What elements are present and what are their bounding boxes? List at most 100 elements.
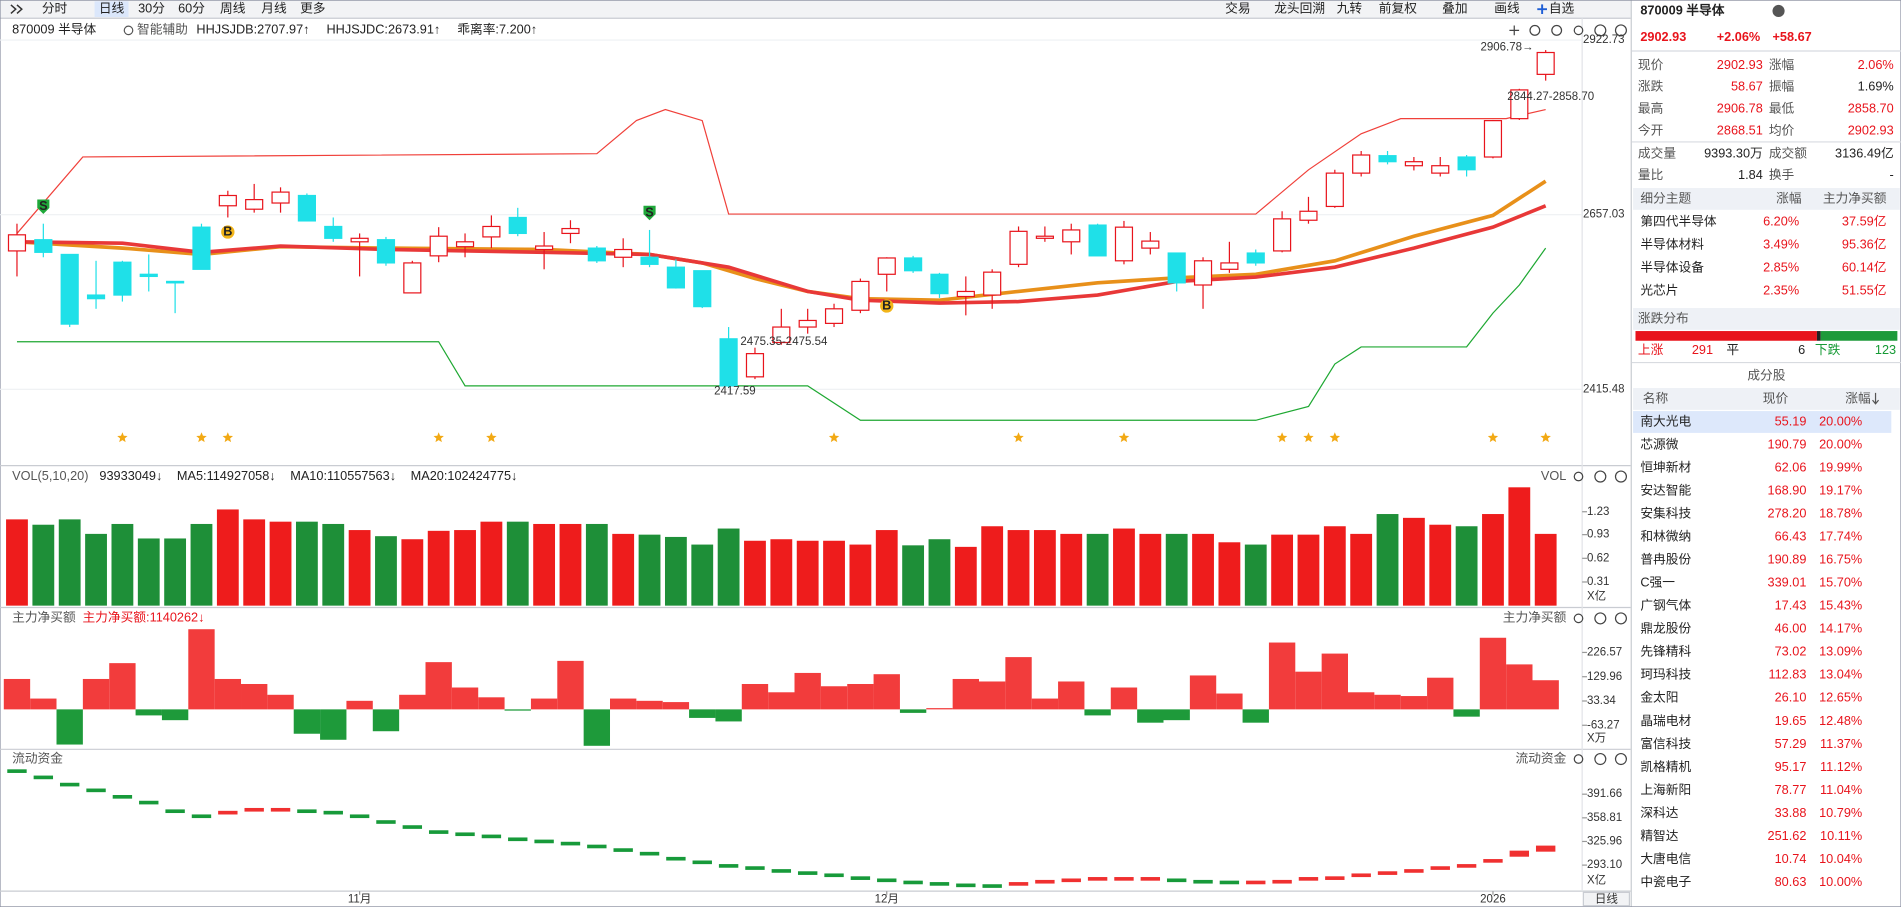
assist-label[interactable]: 智能辅助 — [137, 22, 188, 37]
toolbar-button[interactable]: 交易 — [1225, 1, 1250, 16]
volume-bar — [348, 530, 371, 606]
toolbar-tab[interactable]: 分时 — [42, 1, 68, 16]
stock-price: 46.00 — [1775, 621, 1807, 636]
stock-name[interactable]: 中瓷电子 — [1640, 874, 1691, 889]
theme-net-buy: 60.14亿 — [1842, 259, 1887, 274]
stock-name[interactable]: 广钢气体 — [1640, 598, 1691, 613]
toolbar-tab[interactable]: 60分 — [178, 1, 205, 16]
stock-name[interactable]: 富信科技 — [1640, 736, 1691, 751]
candle-body — [1193, 260, 1213, 286]
add-icon[interactable] — [1537, 4, 1547, 15]
help-icon[interactable] — [1594, 470, 1607, 483]
zoom-out-icon[interactable] — [1529, 24, 1541, 36]
stock-name[interactable]: 金太阳 — [1640, 690, 1678, 705]
y-tick-label: 325.96 — [1587, 836, 1622, 848]
stock-name[interactable]: 深科达 — [1640, 805, 1678, 820]
flow-dash — [1351, 873, 1371, 878]
help-icon[interactable] — [1594, 752, 1607, 766]
close-icon[interactable] — [1614, 752, 1628, 766]
close-icon[interactable] — [1614, 470, 1628, 483]
stock-name[interactable]: 安集科技 — [1640, 505, 1691, 520]
volume-bar — [427, 530, 450, 606]
table-header[interactable]: 现价 — [1763, 390, 1789, 405]
volume-bar — [295, 521, 318, 606]
stock-name[interactable]: 芯源微 — [1640, 436, 1678, 451]
candle-body — [1510, 89, 1529, 120]
close-icon[interactable] — [1614, 612, 1628, 625]
down-count: 123 — [1875, 342, 1896, 357]
toolbar-tab[interactable]: 日线 — [99, 1, 125, 16]
volume-bar — [164, 538, 187, 606]
toolbar-button[interactable]: 画线 — [1494, 1, 1520, 16]
candle-body — [218, 194, 237, 207]
chart-title: 870009 半导体 — [12, 22, 96, 37]
flow-dash — [297, 809, 317, 814]
stock-name[interactable]: 晶瑞电材 — [1640, 713, 1691, 728]
net-buy-bar — [557, 660, 584, 710]
toolbar-tab[interactable]: 更多 — [300, 1, 325, 16]
theme-name[interactable]: 半导体设备 — [1640, 259, 1704, 274]
sort-icon[interactable] — [1872, 392, 1880, 405]
toolbar-button[interactable]: 九转 — [1337, 1, 1363, 16]
net-buy-bar — [1005, 657, 1032, 710]
flow-dash — [1008, 882, 1029, 886]
y-tick-label: 33.34 — [1587, 695, 1616, 707]
toolbar-button[interactable]: 前复权 — [1379, 1, 1417, 16]
net-buy-bar — [267, 694, 294, 710]
flow-dash — [1219, 880, 1240, 885]
toolbar — [0, 0, 1631, 19]
net-buy-bar — [873, 674, 900, 710]
gear-icon[interactable] — [1573, 25, 1584, 36]
candle-body — [983, 271, 1002, 296]
toolbar-button[interactable]: 龙头回溯 — [1274, 1, 1325, 16]
stock-name[interactable]: C强一 — [1640, 575, 1675, 590]
net-buy-bar — [1532, 680, 1559, 710]
stock-name[interactable]: 恒坤新材 — [1640, 459, 1691, 474]
close-icon[interactable] — [1614, 24, 1628, 37]
settings-icon[interactable] — [1573, 754, 1584, 764]
table-header[interactable]: 涨幅 — [1845, 390, 1871, 405]
collapse-icon[interactable] — [10, 4, 23, 14]
toolbar-button[interactable]: 叠加 — [1442, 1, 1467, 16]
stock-name[interactable]: 上海新阳 — [1640, 782, 1691, 797]
toolbar-button[interactable]: 自选 — [1549, 1, 1575, 16]
help-icon[interactable] — [1594, 24, 1607, 37]
stock-name[interactable]: 南大光电 — [1640, 413, 1691, 428]
stock-name[interactable]: 和林微纳 — [1640, 529, 1691, 544]
settings-icon[interactable] — [1551, 24, 1563, 36]
net-buy-bar — [504, 709, 531, 711]
stock-name[interactable]: 精智达 — [1640, 828, 1678, 843]
stock-name[interactable]: 先锋精科 — [1640, 644, 1691, 659]
stock-name[interactable]: 安达智能 — [1640, 482, 1691, 497]
flow-dash — [613, 848, 633, 852]
flow-dash — [1061, 878, 1081, 883]
stock-change: 12.65% — [1819, 690, 1862, 705]
toolbar-tab[interactable]: 周线 — [220, 1, 246, 16]
settings-icon[interactable] — [1573, 613, 1584, 624]
chart-icons[interactable] — [1509, 24, 1628, 37]
toolbar-tab[interactable]: 30分 — [138, 1, 165, 16]
stock-name[interactable]: 鼎龙股份 — [1640, 621, 1691, 636]
volume-bar — [533, 523, 556, 606]
net-buy-bar — [820, 686, 848, 710]
stock-name[interactable]: 凯格精机 — [1640, 759, 1691, 774]
y-tick-label: 2922.73 — [1583, 34, 1625, 46]
theme-name[interactable]: 光芯片 — [1640, 282, 1678, 297]
price-annotation: 2417.59 — [714, 385, 756, 397]
theme-name[interactable]: 第四代半导体 — [1640, 213, 1717, 228]
toolbar-tab[interactable]: 月线 — [261, 1, 287, 16]
period-button[interactable]: 日线 — [1595, 892, 1618, 906]
theme-name[interactable]: 半导体材料 — [1640, 236, 1704, 251]
stock-name[interactable]: 大唐电信 — [1640, 851, 1691, 866]
candle-body — [60, 253, 79, 325]
net-buy-bar — [689, 709, 716, 718]
settings-icon[interactable] — [1573, 471, 1584, 482]
volume-bar — [1508, 487, 1531, 606]
stock-name[interactable]: 普冉股份 — [1640, 552, 1691, 567]
help-icon[interactable] — [1594, 612, 1607, 625]
volume-bar — [691, 544, 714, 606]
stock-name[interactable]: 珂玛科技 — [1640, 667, 1691, 682]
info-icon[interactable] — [1772, 4, 1785, 18]
y-tick-label: 0.31 — [1587, 576, 1609, 588]
zoom-in-icon[interactable] — [1509, 25, 1520, 36]
